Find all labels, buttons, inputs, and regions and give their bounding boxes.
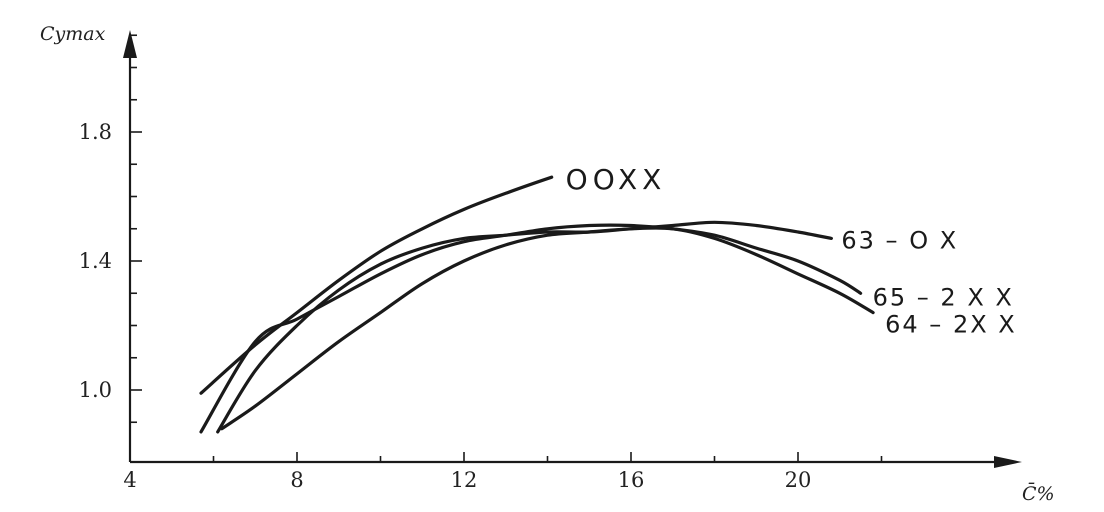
series-label-64-2x-x: 64 – 2X X — [885, 311, 1017, 339]
series-line-65-2-x-x — [199, 223, 863, 434]
axes — [123, 30, 1022, 468]
y-tick-label: 1.0 — [79, 378, 112, 402]
x-tick-label: 4 — [123, 468, 136, 492]
series-labels: OOXX 63 – O X 65 – 2 X X64 – 2X X — [566, 163, 1017, 339]
y-tick-label: 1.8 — [79, 120, 112, 144]
x-tick-label: 8 — [290, 468, 303, 492]
x-tick-label: 20 — [785, 468, 812, 492]
tick-labels: 4 8 12 16 20 1.0 1.4 1.8 — [79, 120, 812, 492]
y-axis-arrow — [123, 30, 137, 58]
series-line-63-o-x — [216, 220, 833, 434]
y-axis-label: Cymax — [40, 23, 106, 45]
x-tick-label: 12 — [451, 468, 478, 492]
series-line-ooxx — [199, 175, 554, 395]
series-label-63-o-x: 63 – O X — [841, 226, 958, 254]
x-axis-label: C̄% — [1022, 482, 1055, 505]
ticks — [129, 34, 883, 462]
series-label-ooxx: OOXX — [566, 163, 667, 196]
x-axis-arrow — [994, 456, 1022, 468]
x-tick-label: 16 — [618, 468, 645, 492]
y-tick-label: 1.4 — [79, 249, 112, 273]
series-line-64-2x-x — [220, 226, 875, 431]
series-label-65-2-x-x: 65 – 2 X X — [873, 283, 1014, 311]
series-lines — [199, 175, 875, 434]
